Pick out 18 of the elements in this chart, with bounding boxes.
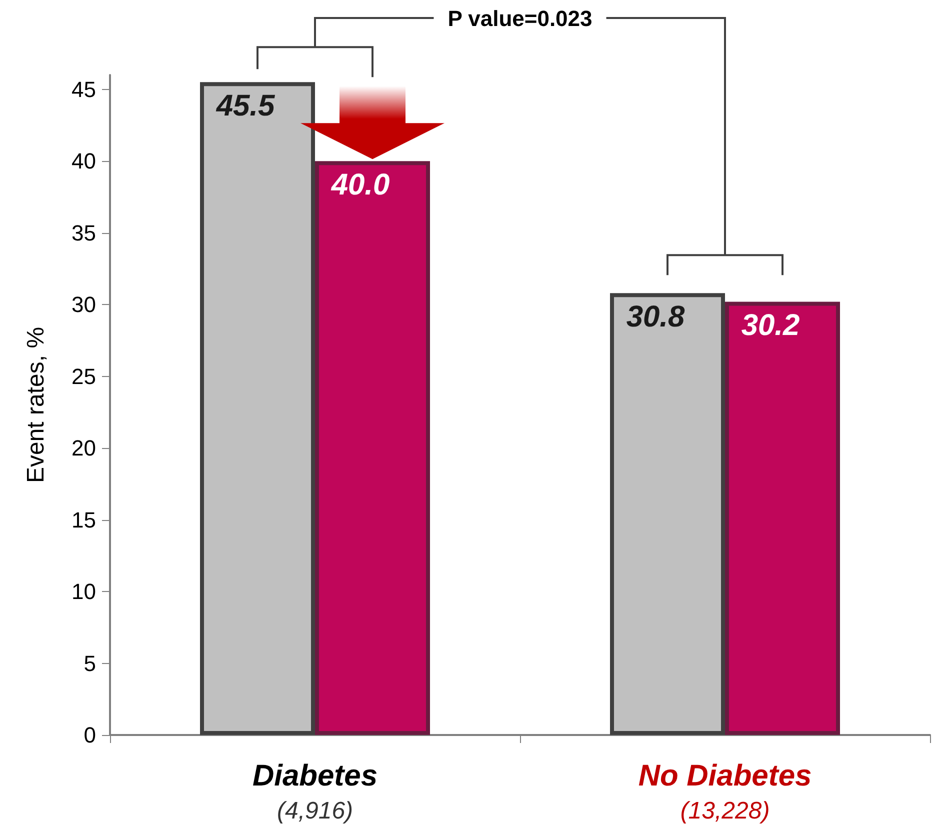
y-tick-label: 0 [84, 722, 96, 748]
y-tick-label: 15 [72, 507, 96, 532]
data-label: 30.8 [626, 300, 686, 334]
y-tick-label: 25 [72, 364, 96, 389]
y-tick-label: 40 [72, 148, 96, 174]
y-tick-label: 35 [72, 220, 96, 246]
data-label: 45.5 [215, 90, 276, 123]
y-tick-label: 10 [72, 579, 96, 604]
x-tick-label: Diabetes (4,916) [252, 760, 378, 824]
data-label: 40.0 [330, 168, 390, 202]
y-tick-label: 45 [72, 76, 96, 102]
y-tick-label: 30 [72, 292, 96, 318]
text: P value=0.023 [448, 6, 592, 31]
y-axis-title: Event rates, % [22, 326, 50, 484]
data-label: 30.2 [741, 309, 800, 342]
x-tick-label: No Diabetes (13,228) [638, 760, 812, 824]
y-tick-label: 20 [72, 436, 96, 461]
y-tick-label: 5 [84, 650, 96, 676]
